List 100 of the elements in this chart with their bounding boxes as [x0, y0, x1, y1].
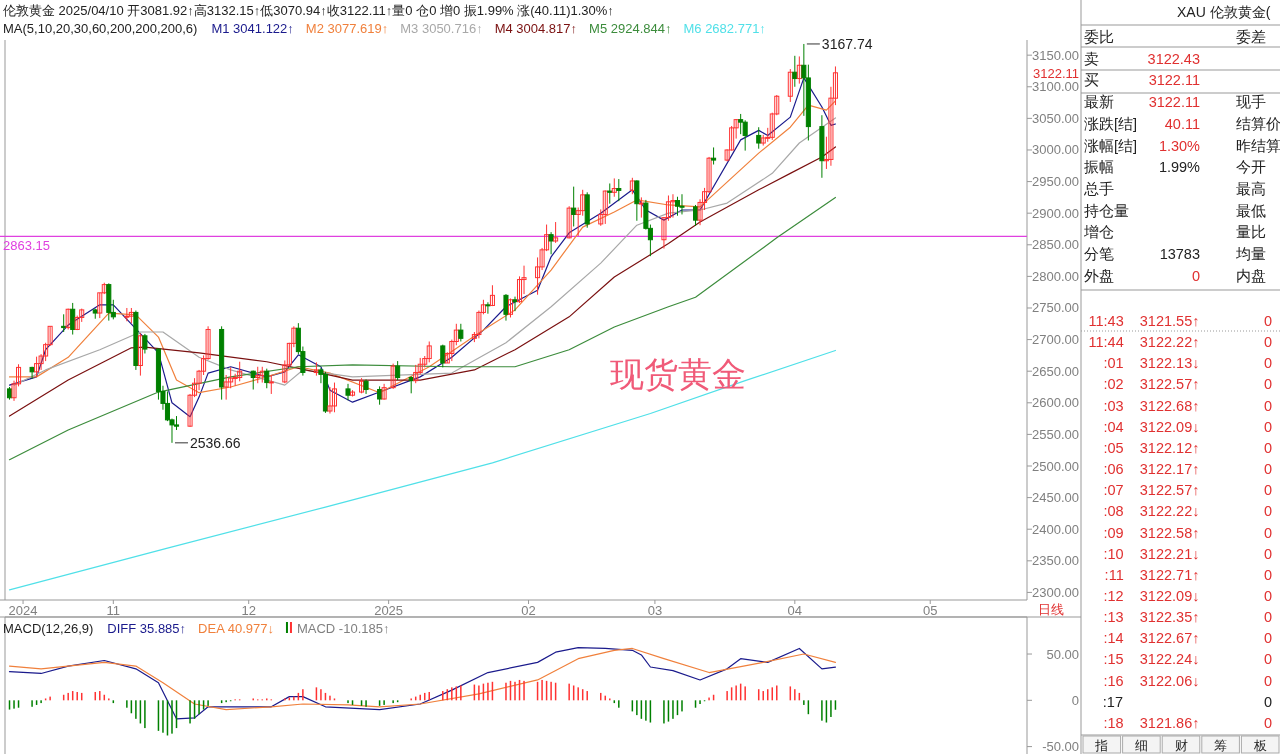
y-tick-label: 2350.00: [1032, 553, 1079, 569]
candlestick: [164, 390, 171, 422]
candlestick: [670, 193, 676, 219]
text: M5 2924.844↑: [589, 21, 672, 36]
candlestick: [426, 340, 432, 363]
text: :05 3122.12↑ 0: [1103, 439, 1272, 456]
text: 细: [1134, 738, 1148, 753]
candlestick: [137, 332, 143, 377]
y-tick-label: 2850.00: [1032, 237, 1079, 253]
legend-label: MACD -10.185↑: [296, 621, 390, 636]
text: :06 3122.17↑ 0: [1103, 461, 1272, 478]
y-tick-label: 3000.00: [1032, 142, 1079, 158]
y-tick-label: 2500.00: [1032, 458, 1079, 474]
candlestick: [395, 360, 401, 381]
text: 3122.43: [1147, 50, 1200, 67]
text: 增仓: [1083, 224, 1114, 241]
candlestick: [738, 113, 744, 135]
candlestick: [390, 363, 396, 390]
text: :09 3122.58↑ 0: [1103, 524, 1272, 541]
y-tick-label: 2450.00: [1032, 490, 1079, 506]
text: 涨跌[结]: [1084, 115, 1138, 132]
text: 最低: [1236, 202, 1266, 219]
text: 今开: [1236, 159, 1266, 176]
text: 1.99%: [1158, 159, 1201, 176]
y-tick-label: 2700.00: [1032, 332, 1079, 348]
text: :15 3122.24↓ 0: [1103, 651, 1272, 668]
candlestick: [503, 293, 509, 322]
text: XAU 伦敦黄金(: [1177, 4, 1271, 20]
annotation: 2536.66: [189, 434, 241, 451]
y-tick-label: 50.00: [1046, 646, 1079, 662]
text: 11:43 3121.55↑ 0: [1088, 313, 1272, 329]
text: 0: [1191, 267, 1200, 284]
text: 量比: [1236, 224, 1266, 241]
x-tick-label: 05: [922, 603, 938, 618]
candlestick: [331, 382, 337, 413]
y-tick-label: 2300.00: [1032, 584, 1079, 600]
x-tick-label: 03: [647, 603, 663, 618]
text: 委差: [1236, 29, 1266, 45]
candlestick: [553, 221, 559, 244]
text: :16 3122.06↓ 0: [1103, 672, 1272, 689]
candlestick: [327, 386, 333, 415]
candlestick: [485, 301, 491, 315]
text: 1.30%: [1158, 137, 1201, 154]
y-tick-label: 2600.00: [1032, 395, 1079, 411]
ref-line-label: 2863.15: [3, 238, 50, 254]
text: 3122.11: [1148, 94, 1200, 111]
candlestick: [142, 333, 148, 354]
candlestick: [489, 284, 495, 307]
candlestick: [679, 193, 685, 215]
text: 涨幅[结]: [1084, 137, 1138, 154]
candlestick: [634, 179, 640, 222]
candlestick: [566, 205, 572, 239]
text: 日线: [1038, 602, 1064, 617]
annotation: 现货黄金: [610, 355, 746, 393]
y-tick-label: 3050.00: [1032, 110, 1079, 126]
x-tick-label: 2024: [8, 603, 38, 618]
text: 13783: [1159, 246, 1200, 262]
text: 指: [1094, 738, 1109, 753]
candlestick: [512, 296, 518, 312]
y-tick-label: 2750.00: [1032, 300, 1079, 316]
text: 持仓量: [1084, 202, 1129, 219]
y-tick-label: 2800.00: [1032, 268, 1079, 284]
text: 委比: [1084, 29, 1114, 45]
candlestick: [381, 383, 387, 401]
annotation: 3167.74: [821, 35, 873, 52]
text: :04 3122.09↓ 0: [1103, 418, 1272, 435]
text: 40.11: [1164, 115, 1200, 132]
text: M6 2682.771↑: [683, 21, 766, 36]
x-tick-label: 2025: [374, 603, 404, 618]
text: :13 3122.35↑ 0: [1103, 609, 1272, 626]
text: 结算价: [1236, 115, 1280, 132]
candlestick: [34, 356, 40, 378]
text: 3122.11: [1032, 66, 1079, 81]
text: 买: [1084, 72, 1099, 89]
y-tick-label: -50.00: [1042, 739, 1079, 754]
text: :01 3122.13↓ 0: [1103, 355, 1272, 372]
text: M1 3041.122↑: [211, 21, 294, 36]
text: 板: [1252, 738, 1267, 753]
text: 11:44 3122.22↑ 0: [1088, 334, 1272, 351]
candlestick: [413, 364, 419, 384]
candlestick: [264, 368, 270, 389]
text: :18 3121.86↑ 0: [1103, 714, 1272, 731]
text: 外盘: [1084, 267, 1114, 284]
chart-title: MACD(12,26,9): [3, 621, 94, 636]
text: 内盘: [1236, 267, 1266, 284]
y-tick-label: 2400.00: [1032, 521, 1079, 537]
text: :07 3122.57↑ 0: [1103, 482, 1272, 499]
text: :11 3122.71↑ 0: [1104, 566, 1272, 583]
candlestick: [29, 366, 35, 380]
x-tick-label: 12: [241, 603, 256, 618]
candlestick: [571, 186, 577, 227]
text: M2 3077.619↑: [305, 21, 389, 36]
text: 3122.11: [1148, 72, 1200, 89]
text: :14 3122.67↑ 0: [1103, 630, 1272, 647]
text: :08 3122.22↓ 0: [1103, 503, 1272, 520]
text: DEA 40.977↓: [198, 621, 274, 636]
candlestick: [548, 231, 554, 255]
chart-title: 伦敦黄金 2025/04/10 开3081.92↑高3132.15↑低3070.94↑收3122.11↑量0 仓0 增0 振1.99% 涨(40.11)1.30%↑: [3, 3, 614, 18]
candlestick: [616, 178, 622, 202]
text: 卖: [1084, 50, 1099, 67]
